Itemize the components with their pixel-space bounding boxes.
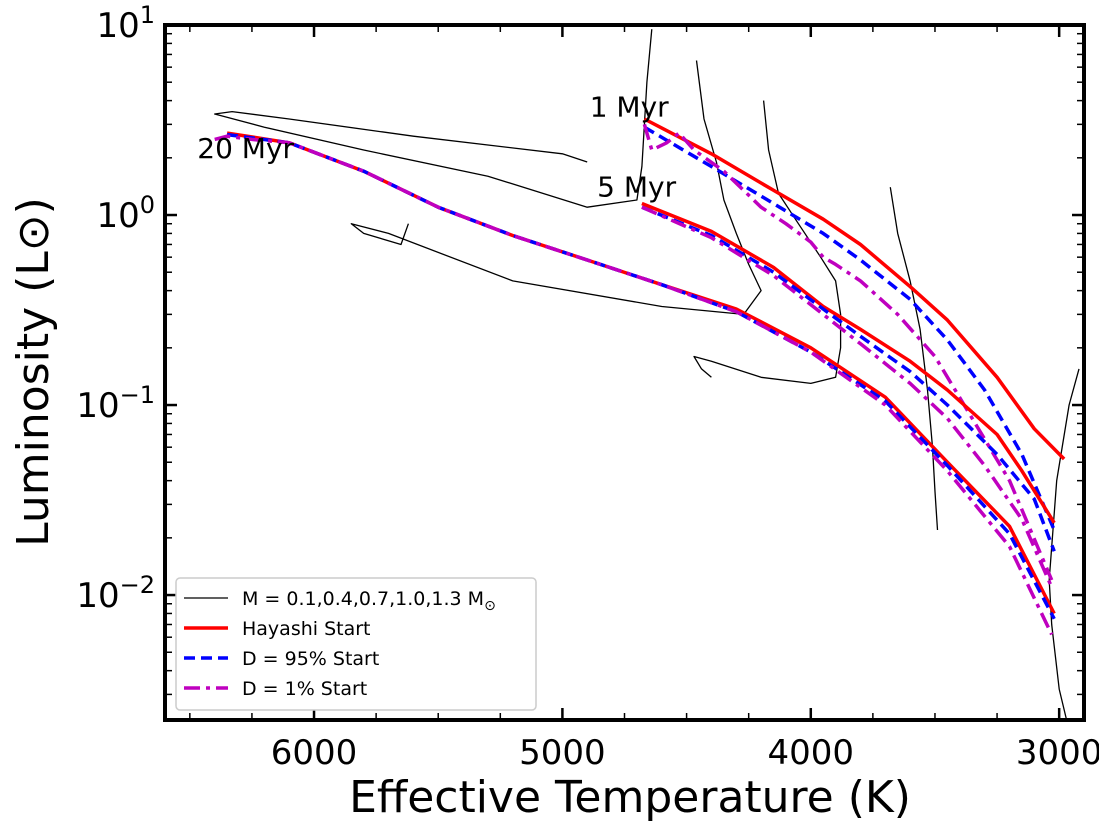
series-layer xyxy=(214,29,1080,720)
age-label: 1 Myr xyxy=(590,90,669,123)
y-axis-label: Luminosity (L⊙) xyxy=(8,197,59,547)
x-tick-label: 5000 xyxy=(519,733,606,773)
plot-frame xyxy=(163,23,1086,722)
annotations-layer: 1 Myr 5 Myr 20 Myr xyxy=(197,90,676,203)
y-tick-label: 100 xyxy=(96,191,155,236)
m-1-0-tracks-line xyxy=(350,60,762,316)
d-1-start-20-myr-line xyxy=(214,134,1054,636)
d-95-start-5-myr-line xyxy=(641,205,1056,552)
x-tick-label: 6000 xyxy=(271,733,358,773)
x-axis-label: Effective Temperature (K) xyxy=(349,772,911,823)
legend-label: D = 95% Start xyxy=(242,648,379,670)
m-0-4-tracks-line xyxy=(889,187,939,531)
d-95-start-20-myr-line xyxy=(226,132,1056,620)
m-0-7-tracks-line xyxy=(693,100,842,385)
m-0-1-tracks-line xyxy=(1048,368,1080,720)
legend-box xyxy=(175,577,537,711)
legend-label: Hayashi Start xyxy=(242,618,371,640)
legend: M = 0.1,0.4,0.7,1.0,1.3 M⊙ Hayashi Start D… xyxy=(175,577,537,711)
d-1-start-5-myr-line xyxy=(641,205,1054,588)
x-tick-label: 4000 xyxy=(768,733,855,773)
age-label: 20 Myr xyxy=(197,132,294,165)
legend-label: M = 0.1,0.4,0.7,1.0,1.3 M⊙ xyxy=(242,588,496,614)
x-tick-label: 3000 xyxy=(1016,733,1099,773)
y-tick-label: 10−2 xyxy=(76,571,155,616)
m-1-3-tracks-line xyxy=(214,29,653,208)
y-tick-label: 101 xyxy=(96,1,155,46)
y-tick-label: 10−1 xyxy=(76,381,155,426)
hayashi-start-1-myr-line xyxy=(643,117,1066,461)
hayashi-start-20-myr-line xyxy=(226,131,1056,615)
d-1-start-1-myr-line xyxy=(642,123,1054,581)
hayashi-start-5-myr-line xyxy=(641,201,1056,524)
legend-label: D = 1% Start xyxy=(242,678,367,700)
age-label: 5 Myr xyxy=(597,171,676,204)
